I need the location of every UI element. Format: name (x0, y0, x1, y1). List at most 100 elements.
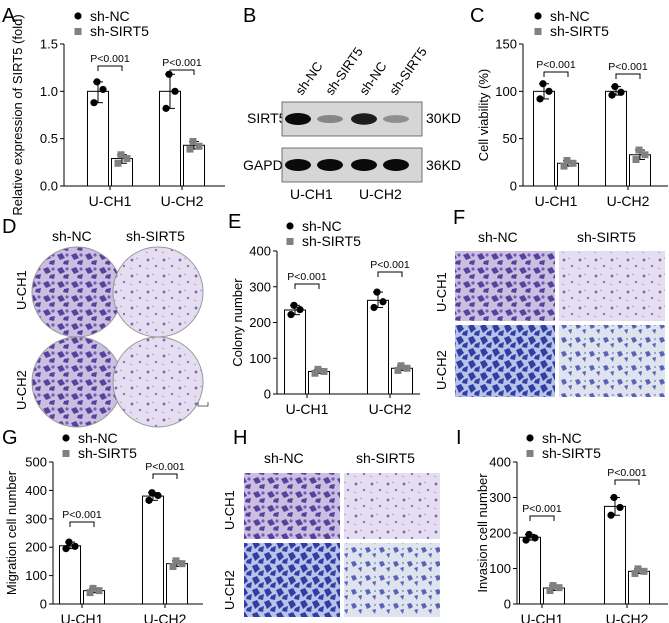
y-axis-label: Migration cell number (4, 470, 19, 595)
data-point (641, 151, 649, 159)
data-point (62, 545, 70, 553)
legend-marker-sh-nc (526, 434, 534, 442)
wb-protein-label-sirt5: SIRT5 (247, 110, 287, 126)
col-header-sh-nc: sh-NC (264, 450, 304, 466)
data-point (145, 496, 153, 504)
x-tick-label: U-CH2 (144, 611, 187, 623)
data-point (563, 156, 571, 164)
data-point (178, 560, 186, 568)
wb-lane-label: sh-NC (292, 59, 325, 98)
y-tick-label: 0 (510, 179, 517, 194)
data-point (65, 538, 73, 546)
legend-label-sh-sirt5: sh-SIRT5 (78, 445, 137, 461)
data-point (320, 367, 328, 375)
p-value-label: P<0.001 (62, 509, 102, 521)
data-point (549, 582, 557, 590)
legend-marker-sh-sirt5 (74, 28, 82, 35)
legend-label-sh-sirt5: sh-SIRT5 (542, 445, 601, 461)
panel-label-i: I (456, 427, 462, 449)
y-axis-label: Colony number (230, 278, 245, 367)
transwell-images-f: sh-NC sh-SIRT5 U-CH1 U-CH2 (434, 229, 665, 397)
data-point (186, 145, 194, 153)
data-point (607, 511, 615, 519)
y-tick-label: 200 (489, 526, 511, 541)
x-tick-label: U-CH2 (161, 193, 204, 209)
significance-bracket (152, 473, 178, 479)
colony-images: sh-NC sh-SIRT5 U-CH1 U-CH2 (14, 228, 209, 428)
micrograph (455, 251, 555, 321)
micrograph (559, 325, 665, 397)
data-point (86, 589, 94, 597)
transwell-images-h: sh-NC sh-SIRT5 U-CH1 U-CH2 (222, 450, 440, 617)
legend-marker-sh-sirt5 (62, 450, 70, 457)
micrograph (455, 325, 555, 397)
y-axis-label: Relative expression of SIRT5 (fold) (10, 14, 25, 215)
data-point (522, 536, 530, 544)
significance-bracket (69, 521, 95, 527)
row-label-u-ch2: U-CH2 (222, 570, 237, 610)
significance-bracket (294, 283, 320, 289)
row-label-u-ch2: U-CH2 (434, 350, 449, 390)
western-blot: sh-NC sh-SIRT5 sh-NC sh-SIRT5 SIRT5 30KD… (243, 44, 461, 202)
data-point (162, 104, 170, 112)
y-tick-label: 0 (504, 597, 511, 612)
panel-label-d: D (2, 216, 16, 238)
bar-sh-nc (519, 536, 541, 605)
data-point (114, 159, 122, 167)
data-point (90, 99, 98, 107)
data-point (545, 87, 553, 95)
legend-marker-sh-nc (286, 222, 294, 230)
bar-sh-nc (59, 545, 81, 605)
col-header-sh-nc: sh-NC (52, 228, 92, 244)
scale-bar (197, 402, 209, 407)
p-value-label: P<0.001 (90, 53, 130, 65)
panel-label-a: A (2, 5, 16, 27)
y-tick-label: 200 (249, 315, 271, 330)
micrograph (559, 251, 665, 321)
y-axis-label: Invasion cell number (475, 473, 490, 593)
data-point (171, 87, 179, 95)
y-tick-label: 100 (489, 561, 511, 576)
y-tick-label: 400 (249, 244, 271, 259)
data-point (608, 91, 616, 99)
data-point (531, 534, 539, 542)
bar-sh-nc (142, 495, 164, 605)
y-tick-label: 1.0 (40, 84, 58, 99)
colony-dish (31, 246, 123, 338)
x-tick-label: U-CH1 (89, 193, 132, 209)
data-point (617, 88, 625, 96)
y-tick-label: 100 (25, 568, 47, 583)
data-point (290, 301, 298, 309)
data-point (117, 151, 125, 159)
legend-marker-sh-nc (62, 434, 70, 442)
significance-bracket (614, 479, 640, 485)
y-tick-label: 150 (495, 37, 517, 52)
row-label-u-ch2: U-CH2 (14, 370, 29, 410)
data-point (569, 159, 577, 167)
legend-label-sh-nc: sh-NC (90, 8, 130, 24)
data-point (403, 364, 411, 372)
data-point (635, 146, 643, 154)
p-value-label: P<0.001 (536, 59, 576, 71)
panel-label-b: B (243, 5, 256, 27)
bar-sh-nc (605, 90, 627, 187)
p-value-label: P<0.001 (145, 461, 185, 473)
y-tick-label: 0.0 (40, 179, 58, 194)
data-point (560, 162, 568, 170)
wb-band-sirt5 (285, 113, 311, 125)
data-point (539, 80, 547, 88)
panel-label-e: E (228, 211, 241, 233)
legend-label-sh-nc: sh-NC (542, 430, 582, 446)
legend-label-sh-sirt5: sh-SIRT5 (302, 233, 361, 249)
row-label-u-ch1: U-CH1 (222, 490, 237, 530)
data-point (634, 565, 642, 573)
p-value-label: P<0.001 (287, 271, 327, 283)
y-tick-label: 0 (264, 387, 271, 402)
legend-label-sh-nc: sh-NC (550, 8, 590, 24)
wb-band-gapdh (285, 159, 311, 171)
x-tick-label: U-CH1 (286, 401, 329, 417)
data-point (99, 85, 107, 94)
